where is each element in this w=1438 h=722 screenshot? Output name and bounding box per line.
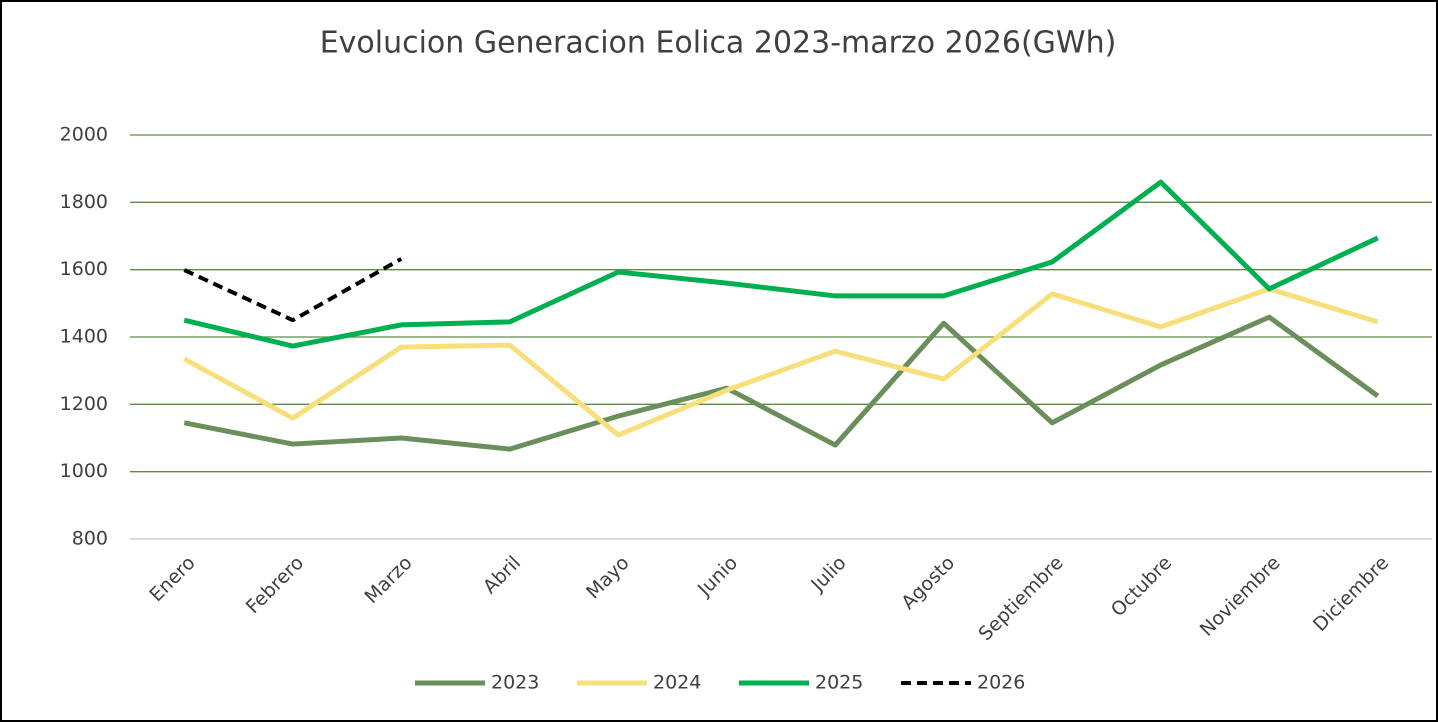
y-tick-label: 1600 (60, 258, 108, 280)
line-series (183, 314, 1380, 452)
legend-label: 2024 (653, 672, 701, 694)
legend-label: 2025 (815, 672, 863, 694)
y-tick-label: 1000 (60, 460, 108, 482)
legend-label: 2026 (977, 672, 1025, 694)
line-series (183, 179, 1379, 349)
y-tick-label: 1400 (60, 326, 108, 348)
chart-title: Evolucion Generacion Eolica 2023-marzo 2… (320, 26, 1117, 61)
y-tick-label: 1200 (60, 393, 108, 415)
y-tick-label: 800 (72, 528, 108, 550)
line-series (183, 286, 1379, 438)
y-tick-label: 1800 (60, 191, 108, 213)
y-tick-label: 2000 (60, 124, 108, 146)
line-series (183, 257, 403, 323)
legend-label: 2023 (491, 672, 539, 694)
